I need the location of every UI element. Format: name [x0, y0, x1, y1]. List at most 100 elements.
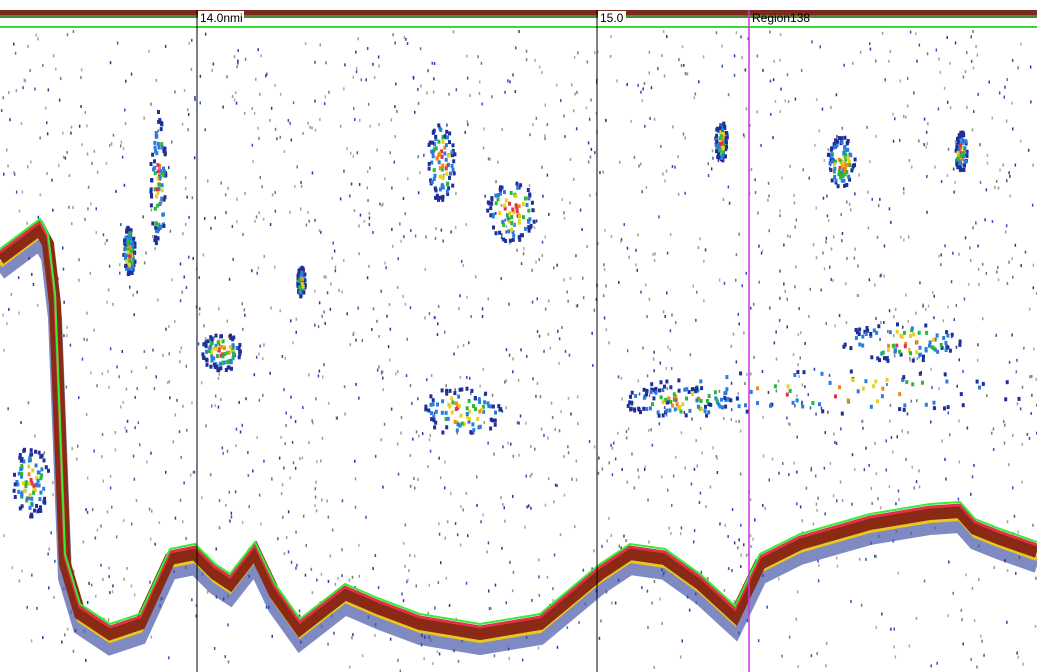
noise-dot — [592, 364, 594, 367]
echo-dot — [128, 271, 131, 275]
echo-dot — [723, 125, 726, 129]
echo-dot — [205, 358, 208, 362]
noise-dot — [271, 478, 273, 481]
noise-dot — [808, 393, 810, 396]
echo-dot — [716, 398, 719, 402]
noise-dot — [438, 305, 440, 308]
noise-dot — [723, 417, 725, 420]
echo-dot — [649, 406, 652, 410]
noise-dot — [1022, 386, 1024, 389]
noise-dot — [438, 522, 440, 525]
noise-dot — [330, 283, 332, 286]
noise-dot — [678, 58, 680, 61]
noise-dot — [316, 509, 318, 512]
noise-dot — [972, 30, 974, 33]
echo-dot — [630, 401, 633, 405]
noise-dot — [397, 370, 399, 373]
noise-dot — [225, 193, 227, 196]
noise-dot — [455, 522, 457, 525]
noise-dot — [347, 312, 349, 315]
noise-dot — [780, 33, 782, 36]
noise-dot — [570, 277, 572, 280]
echo-dot — [796, 398, 799, 402]
noise-dot — [769, 229, 771, 232]
noise-dot — [325, 95, 327, 98]
echo-dot — [159, 169, 162, 173]
noise-dot — [316, 460, 318, 463]
echo-dot — [31, 468, 34, 472]
noise-dot — [236, 428, 238, 431]
noise-dot — [845, 282, 847, 285]
noise-dot — [144, 261, 146, 264]
noise-dot — [681, 526, 683, 529]
noise-dot — [621, 398, 623, 401]
noise-dot — [321, 315, 323, 318]
noise-dot — [531, 269, 533, 272]
noise-dot — [889, 485, 891, 488]
echo-dot — [925, 331, 928, 335]
echo-dot — [744, 403, 747, 407]
noise-dot — [916, 480, 918, 483]
noise-dot — [637, 469, 639, 472]
echo-dot — [964, 160, 967, 164]
noise-dot — [283, 467, 285, 470]
noise-dot — [593, 549, 595, 552]
echo-dot — [945, 330, 948, 334]
echo-dot — [527, 196, 530, 200]
noise-dot — [123, 578, 125, 581]
noise-dot — [184, 89, 186, 92]
noise-dot — [898, 498, 900, 501]
echo-dot — [715, 128, 718, 132]
noise-dot — [185, 187, 187, 190]
noise-dot — [886, 439, 888, 442]
noise-dot — [965, 70, 967, 73]
noise-dot — [649, 394, 651, 397]
noise-dot — [219, 526, 221, 529]
echo-dot — [945, 380, 948, 384]
noise-dot — [728, 186, 730, 189]
noise-dot — [1006, 224, 1008, 227]
noise-dot — [1006, 621, 1008, 624]
echo-dot — [861, 344, 864, 348]
noise-dot — [479, 92, 481, 95]
noise-dot — [82, 358, 84, 361]
noise-dot — [539, 66, 541, 69]
noise-dot — [171, 141, 173, 144]
noise-dot — [955, 41, 957, 44]
noise-dot — [501, 233, 503, 236]
echo-dot — [35, 464, 38, 468]
noise-dot — [405, 524, 407, 527]
noise-dot — [110, 347, 112, 350]
noise-dot — [919, 44, 921, 47]
echo-dot — [432, 154, 435, 158]
noise-dot — [626, 83, 628, 86]
noise-dot — [662, 173, 664, 176]
noise-dot — [564, 217, 566, 220]
noise-dot — [242, 521, 244, 524]
noise-dot — [998, 187, 1000, 190]
echo-dot — [474, 396, 477, 400]
noise-dot — [463, 344, 465, 347]
noise-dot — [87, 477, 89, 480]
noise-dot — [670, 233, 672, 236]
noise-dot — [744, 382, 746, 385]
noise-dot — [789, 636, 791, 639]
echo-dot — [685, 387, 688, 391]
noise-dot — [85, 508, 87, 511]
noise-dot — [120, 144, 122, 147]
echo-dot — [665, 380, 668, 384]
echo-dot — [510, 215, 513, 219]
noise-dot — [403, 542, 405, 545]
noise-dot — [234, 55, 236, 58]
echo-dot — [497, 197, 500, 201]
noise-dot — [638, 165, 640, 168]
echo-dot — [878, 358, 881, 362]
echo-dot — [24, 484, 27, 488]
noise-dot — [827, 214, 829, 217]
noise-dot — [512, 495, 514, 498]
noise-dot — [343, 87, 345, 90]
noise-dot — [602, 468, 604, 471]
noise-dot — [502, 445, 504, 448]
